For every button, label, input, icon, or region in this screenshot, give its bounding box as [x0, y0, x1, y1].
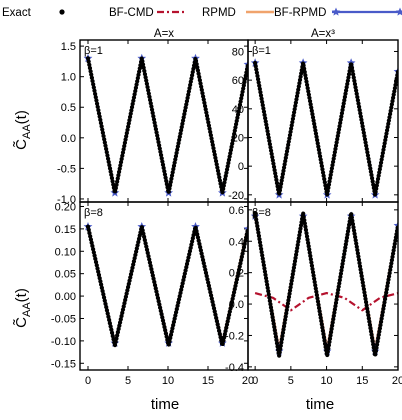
ytick-label-2-2: -0.05: [51, 313, 76, 325]
ytick-label-3-1: -0.2: [225, 330, 244, 342]
xtick-label-3-3: 15: [356, 375, 368, 387]
xlabel-left: time: [151, 396, 179, 413]
xtick-label-2-1: 5: [125, 375, 131, 387]
ytick-label-1-2: 20: [232, 132, 244, 144]
series-0-exact: [85, 56, 248, 195]
ylabel-bottom-sub: AA: [21, 302, 33, 317]
panel-label-3: β=8: [252, 207, 271, 219]
ylabel-top: C̃AA(t): [13, 110, 33, 150]
ytick-label-1-5: 80: [232, 46, 244, 58]
panel-0: -1.0 -0.5 0.0 0.5 1.0 1.5 β=1 A=x: [57, 28, 249, 206]
legend-label-2: RPMD: [202, 7, 236, 19]
ytick-label-0-5: 1.5: [61, 41, 76, 53]
xtick-label-2-3: 15: [202, 375, 214, 387]
ylabel-top-sub: AA: [21, 124, 33, 139]
frame-3: [247, 201, 399, 371]
ytick-label-0-3: 0.5: [61, 102, 76, 114]
series-1-exact: [253, 60, 398, 197]
ylabel-top-main: C̃: [13, 139, 30, 150]
ytick-label-3-2: 0.0: [229, 299, 244, 311]
ylabel-bottom-arg: (t): [13, 288, 30, 302]
legend: Exact BF-CMD RPMD BF-RPMD: [2, 7, 402, 19]
series-group-3: [250, 210, 398, 358]
series-3-bf-cmd: [254, 292, 398, 312]
ytick-label-1-4: 60: [232, 75, 244, 87]
ytick-label-2-5: 0.10: [55, 246, 76, 258]
panel-3: -0.4 -0.2 0.0 0.2 0.4 0.6 0 5 10 15 20 β=8: [225, 201, 402, 387]
ytick-label-3-4: 0.4: [229, 236, 244, 248]
xtick-label-3-0: 0: [252, 375, 258, 387]
xtick-label-2-4: 20: [242, 375, 254, 387]
xtick-label-2-2: 10: [162, 375, 174, 387]
ytick-label-2-6: 0.15: [55, 224, 76, 236]
legend-label-3: BF-RPMD: [274, 7, 326, 19]
xtick-label-3-1: 5: [288, 375, 294, 387]
ytick-label-2-0: -0.15: [51, 358, 76, 370]
legend-swatch-0: [59, 9, 65, 15]
ylabel-bottom: C̃AA(t): [13, 288, 33, 328]
xtick-label-2-0: 0: [85, 375, 91, 387]
ytick-label-0-1: -0.5: [57, 163, 76, 175]
legend-label-0: Exact: [2, 7, 32, 19]
ytick-label-1-0: -20: [228, 190, 244, 202]
panel-label-2: β=8: [84, 207, 103, 219]
series-2-exact: [85, 224, 248, 348]
ylabel-bottom-main: C̃: [13, 317, 30, 328]
ytick-label-3-0: -0.4: [225, 362, 244, 374]
panel-label-1: β=1: [252, 45, 271, 57]
series-group-2: [83, 222, 248, 348]
ytick-label-0-4: 1.0: [61, 72, 76, 84]
panel-1: -20 0 20 40 60 80 β=1 A=x³: [228, 28, 399, 203]
series-group-0: [83, 53, 248, 197]
xtick-label-3-2: 10: [320, 375, 332, 387]
panel-2: -0.15 -0.10 -0.05 0.00 0.05 0.10 0.15 0.20 0 5 10 1…: [51, 201, 254, 387]
ytick-label-2-4: 0.05: [55, 269, 76, 281]
panel-title-1: A=x³: [311, 28, 335, 40]
series-3-exact: [253, 210, 398, 358]
legend-label-1: BF-CMD: [109, 7, 154, 19]
legend-star-3-a: [331, 7, 341, 16]
panel-label-0: β=1: [84, 45, 103, 57]
xtick-label-3-4: 20: [392, 375, 402, 387]
ytick-label-3-3: 0.2: [229, 268, 244, 280]
ytick-label-2-1: -0.10: [51, 336, 76, 348]
ytick-label-0-2: 0.0: [61, 133, 76, 145]
ytick-label-1-3: 40: [232, 104, 244, 116]
ytick-label-2-7: 0.20: [55, 201, 76, 213]
ytick-label-1-1: 0: [238, 161, 244, 173]
ylabel-top-arg: (t): [13, 110, 30, 124]
legend-star-3-b: [395, 7, 402, 16]
ytick-label-2-3: 0.00: [55, 291, 76, 303]
ytick-label-0-0: -1.0: [57, 194, 76, 206]
panel-title-0: A=x: [154, 28, 174, 40]
xlabel-right: time: [306, 396, 334, 413]
ytick-label-3-5: 0.6: [229, 205, 244, 217]
series-group-1: [250, 58, 398, 199]
